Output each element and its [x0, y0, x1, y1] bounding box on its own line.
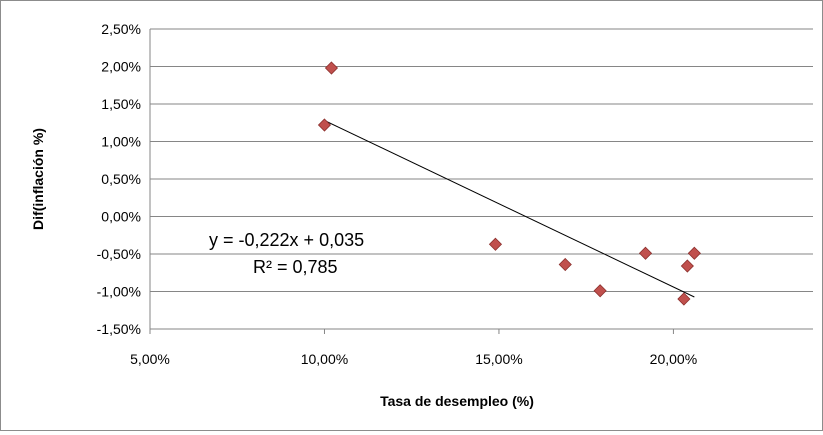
data-point-diamond [324, 61, 339, 75]
x-tick-label: 10,00% [301, 351, 348, 367]
y-axis-title: Dif(inflación %) [30, 128, 46, 230]
data-point-diamond [638, 246, 653, 260]
y-tick-label: -1,00% [97, 284, 141, 300]
x-tick-label: 5,00% [130, 351, 170, 367]
y-tick-label: 1,50% [101, 96, 141, 112]
data-point-diamond [317, 118, 332, 132]
y-tick-label: 2,50% [101, 21, 141, 37]
data-point-diamond [593, 284, 607, 298]
r-squared-label: R² = 0,785 [253, 257, 338, 277]
y-tick-label: 2,00% [101, 59, 141, 75]
data-point-diamond [677, 292, 691, 306]
x-tick-label: 15,00% [475, 351, 522, 367]
y-tick-label: 0,50% [101, 171, 141, 187]
y-axis-tick-labels: 2,50% 2,00% 1,50% 1,00% 0,50% 0,00% -0,50% -1,0… [97, 21, 141, 337]
x-axis-title: Tasa de desempleo (%) [380, 393, 534, 409]
data-point-diamond [558, 257, 572, 272]
trendline [324, 120, 695, 298]
data-points [317, 61, 701, 306]
x-axis-tick-labels: 5,00% 10,00% 15,00% 20,00% [130, 329, 697, 367]
y-tick-label: -0,50% [97, 246, 141, 262]
trendline-equation: y = -0,222x + 0,035 [209, 230, 364, 250]
gridlines [150, 28, 813, 330]
y-tick-label: 1,00% [101, 134, 141, 150]
data-point-diamond [687, 246, 701, 260]
x-tick-label: 20,00% [650, 351, 697, 367]
data-point-diamond [488, 237, 503, 251]
plot-axes [149, 29, 813, 330]
y-tick-label: 0,00% [101, 209, 141, 225]
data-point-diamond [680, 259, 694, 273]
y-tick-label: -1,50% [97, 321, 141, 337]
